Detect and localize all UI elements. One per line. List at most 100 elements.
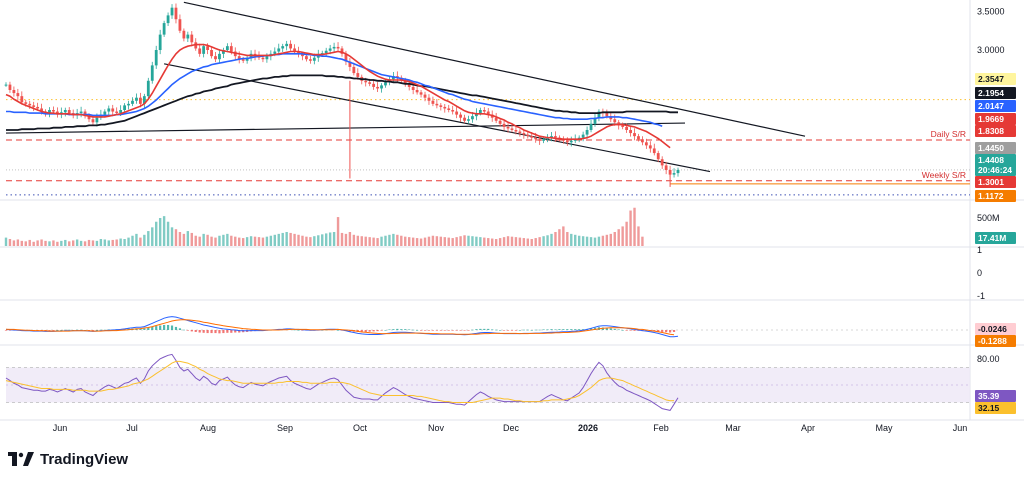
macd-histogram-bar bbox=[143, 328, 146, 330]
macd-histogram-bar bbox=[467, 330, 470, 331]
macd-histogram-bar bbox=[661, 330, 664, 332]
volume-bar bbox=[158, 218, 162, 246]
candle-body bbox=[475, 113, 478, 117]
volume-bar bbox=[526, 238, 529, 246]
candle-body bbox=[478, 110, 482, 114]
rsi-label-bg-0 bbox=[975, 390, 1016, 402]
candle-body bbox=[261, 57, 265, 60]
candle-body bbox=[273, 51, 277, 54]
macd-histogram-bar bbox=[56, 330, 59, 331]
price-label-0: 2.3547 bbox=[978, 74, 1004, 84]
tradingview-brand[interactable]: TradingView bbox=[8, 449, 128, 469]
candle-body bbox=[538, 139, 542, 141]
candle-body bbox=[289, 43, 293, 49]
macd-histogram-bar bbox=[542, 329, 545, 331]
volume-bar bbox=[621, 226, 624, 246]
candle-body bbox=[95, 117, 99, 123]
candle-body bbox=[206, 46, 209, 50]
candle-body bbox=[8, 84, 12, 90]
candle-body bbox=[459, 114, 462, 118]
macd-histogram-bar bbox=[455, 330, 458, 331]
candle-body bbox=[660, 159, 664, 166]
volume-bar bbox=[352, 234, 356, 246]
volume-bar bbox=[585, 236, 589, 246]
candle-body bbox=[190, 34, 194, 43]
volume-bar bbox=[435, 236, 439, 246]
macd-histogram-bar bbox=[321, 330, 324, 331]
volume-bar bbox=[257, 237, 261, 246]
candle-body bbox=[534, 137, 538, 140]
macd-histogram-bar bbox=[645, 330, 648, 332]
tradingview-logo-icon bbox=[8, 452, 34, 466]
trendline-0 bbox=[183, 1, 806, 137]
volume-bar bbox=[518, 237, 522, 246]
candle-body bbox=[467, 119, 470, 121]
candle-body bbox=[581, 134, 585, 138]
candle-body bbox=[225, 46, 229, 50]
price-label-bg-4 bbox=[975, 125, 1016, 137]
ma-200-line bbox=[6, 74, 678, 131]
candle-body bbox=[672, 173, 676, 175]
macd-histogram-bar bbox=[384, 330, 387, 331]
macd-signal-line bbox=[5, 319, 675, 336]
macd-label-bg-0 bbox=[975, 323, 1016, 335]
volume-bar bbox=[72, 240, 75, 246]
volume-bar bbox=[494, 239, 498, 246]
macd-histogram-bar bbox=[483, 328, 486, 330]
candle-body bbox=[158, 34, 162, 50]
macd-histogram-bar bbox=[546, 329, 549, 331]
macd-histogram-bar bbox=[443, 330, 446, 331]
candle-body bbox=[20, 96, 24, 103]
rsi-ma-line bbox=[5, 360, 675, 403]
macd-histogram-bar bbox=[95, 330, 99, 331]
trendline-2 bbox=[5, 122, 686, 134]
volume-bar bbox=[273, 234, 276, 246]
macd-histogram-bar bbox=[372, 330, 375, 332]
candle-body bbox=[123, 105, 126, 110]
macd-histogram-bar bbox=[609, 328, 612, 330]
candle-body bbox=[486, 111, 490, 115]
volume-bar bbox=[558, 229, 561, 246]
macd-histogram-bar bbox=[621, 330, 624, 331]
volume-bar bbox=[60, 240, 63, 246]
macd-histogram-bar bbox=[198, 330, 201, 333]
volume-bar bbox=[234, 236, 237, 246]
volume-bar bbox=[186, 231, 190, 246]
volume-bar bbox=[368, 237, 371, 246]
macd-histogram-bar bbox=[672, 330, 676, 332]
macd-histogram-bar bbox=[159, 325, 162, 330]
time-tick-7: 2026 bbox=[578, 423, 598, 433]
candle-body bbox=[403, 80, 407, 84]
candle-body bbox=[344, 53, 348, 62]
volume-bar bbox=[95, 240, 99, 246]
candle-body bbox=[364, 80, 368, 83]
volume-bar bbox=[75, 239, 79, 246]
candle-body bbox=[589, 123, 593, 130]
candle-body bbox=[621, 125, 625, 127]
price-label-2: 2.0147 bbox=[978, 101, 1004, 111]
candle-body bbox=[593, 117, 597, 124]
macd-histogram-bar bbox=[123, 328, 126, 330]
candle-body bbox=[431, 100, 435, 104]
candle-body bbox=[332, 46, 336, 49]
volume-bar bbox=[447, 237, 450, 246]
volume-bar bbox=[269, 235, 273, 246]
candle-body bbox=[202, 46, 206, 54]
macd-histogram-bar bbox=[376, 330, 379, 332]
macd-histogram-bar bbox=[554, 329, 557, 331]
volume-bar bbox=[609, 233, 612, 246]
macd-histogram-bar bbox=[48, 330, 51, 331]
volume-bar bbox=[28, 239, 31, 246]
price-label-8: 1.3001 bbox=[978, 177, 1004, 187]
candle-body bbox=[277, 48, 281, 52]
candle-body bbox=[127, 103, 130, 106]
macd-histogram-bar bbox=[526, 329, 529, 331]
candle-body bbox=[633, 133, 636, 137]
volume-bar bbox=[372, 237, 375, 246]
macd-histogram-bar bbox=[514, 330, 518, 331]
macd-histogram-bar bbox=[202, 330, 205, 333]
macd-histogram-bar bbox=[388, 329, 391, 331]
candle-body bbox=[162, 23, 166, 35]
volume-bar bbox=[439, 236, 443, 246]
